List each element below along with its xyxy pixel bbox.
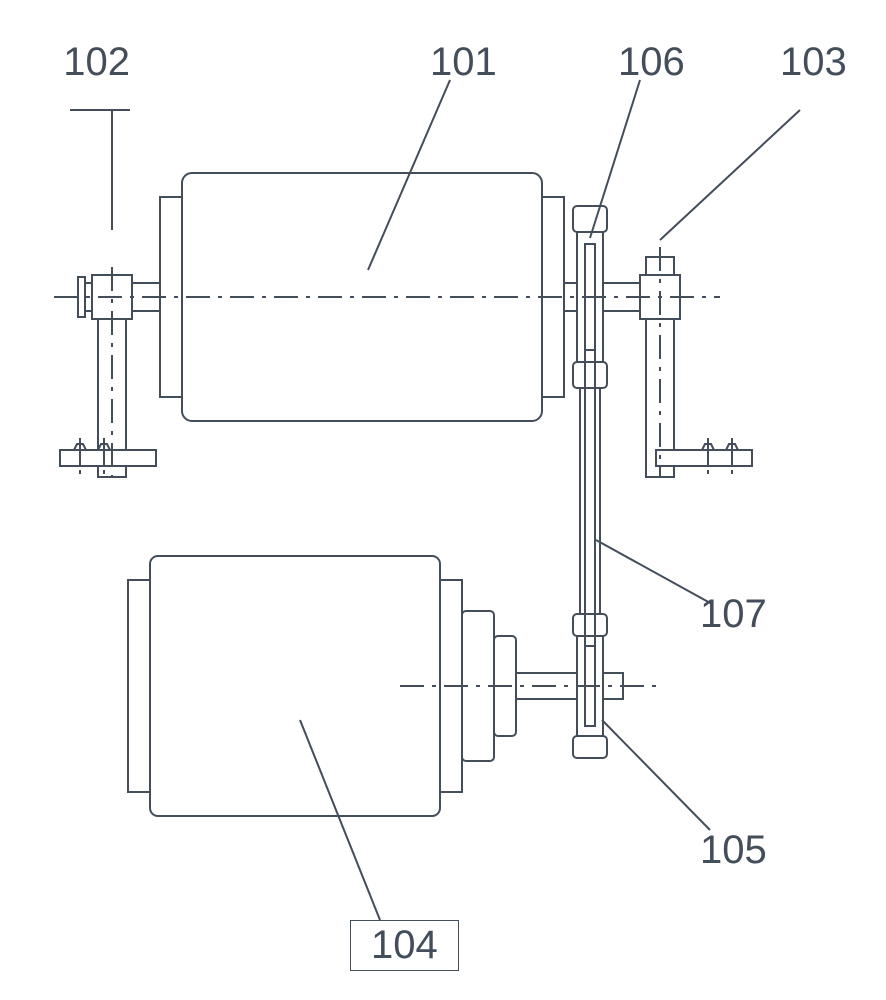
label-102: 102 — [50, 40, 130, 85]
label-103: 103 — [780, 40, 847, 85]
label-105: 105 — [700, 828, 767, 873]
label-106: 106 — [618, 40, 685, 85]
label-107: 107 — [700, 592, 767, 637]
label-101: 101 — [430, 40, 497, 85]
diagram-stage: 101 102 103 104 105 106 107 — [0, 0, 886, 1000]
label-104: 104 — [350, 920, 459, 971]
